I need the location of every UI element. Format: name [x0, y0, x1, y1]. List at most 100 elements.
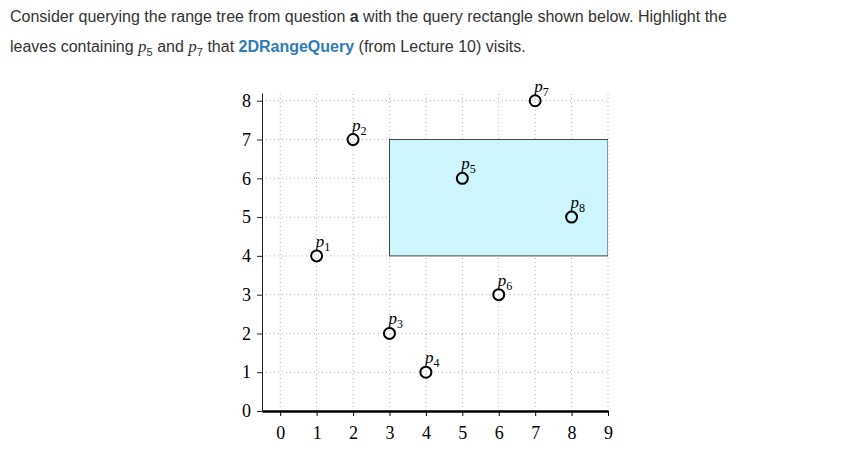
- grid-line-x: [353, 93, 354, 411]
- question: Consider querying the range tree from qu…: [10, 2, 855, 67]
- x-axis: 0 1 2 3 4 5 6 7 8 9: [263, 411, 614, 443]
- x-tick-label: 7: [531, 423, 540, 443]
- point-label: p1: [315, 232, 331, 254]
- y-tick-mark: [257, 333, 262, 334]
- y-tick-label: 5: [242, 207, 251, 227]
- x-tick-mark: [389, 411, 390, 416]
- y-tick-label: 4: [242, 246, 251, 266]
- x-tick: 3: [385, 411, 394, 443]
- question-segment: that: [203, 38, 239, 55]
- x-tick: 0: [276, 411, 285, 443]
- y-tick-mark: [257, 140, 262, 141]
- point-label: p5: [460, 154, 476, 176]
- x-tick: 1: [313, 411, 322, 443]
- x-tick-label: 5: [458, 423, 467, 443]
- y-tick: 2: [242, 324, 262, 344]
- question-segment: and: [153, 38, 189, 55]
- y-tick: 0: [242, 401, 262, 421]
- x-tick-label: 0: [276, 423, 285, 443]
- y-tick-label: 0: [242, 401, 251, 421]
- y-tick-label: 8: [242, 91, 251, 111]
- point-label: p2: [351, 116, 367, 138]
- y-tick: 5: [242, 207, 262, 227]
- question-segment: p5: [138, 38, 153, 55]
- grid: [262, 93, 608, 411]
- x-tick-mark: [499, 411, 500, 416]
- x-tick-mark: [608, 411, 609, 416]
- x-tick-label: 2: [349, 423, 358, 443]
- grid-line-y: [262, 372, 608, 373]
- y-tick: 4: [242, 246, 262, 266]
- question-line: leaves containing p5 and p7 that 2DRange…: [10, 32, 855, 67]
- point-label: p6: [497, 271, 512, 293]
- point-label: p4: [424, 348, 440, 370]
- question-segment: with the query rectangle shown below. Hi…: [359, 8, 727, 25]
- x-tick: 5: [458, 411, 467, 443]
- y-tick-mark: [257, 295, 262, 296]
- x-axis-line: [263, 410, 609, 413]
- y-axis: 0 1 2 3 4 5 6 7 8: [242, 91, 263, 421]
- point: [566, 212, 577, 223]
- point: [311, 250, 322, 261]
- y-tick: 6: [242, 169, 262, 189]
- point-label: p3: [387, 309, 403, 331]
- question-segment: leaves containing: [10, 38, 138, 55]
- point: [348, 134, 359, 145]
- point: [530, 95, 541, 106]
- point-label: p8: [570, 193, 586, 215]
- y-axis-line: [262, 94, 263, 412]
- question-segment: a: [350, 8, 359, 25]
- grid-line-y: [262, 100, 608, 101]
- x-tick: 9: [604, 411, 613, 443]
- grid-line-x: [316, 93, 317, 411]
- x-tick: 7: [531, 411, 540, 443]
- question-segment: (from Lecture 10) visits.: [354, 38, 526, 55]
- y-tick-label: 2: [242, 324, 251, 344]
- grid-line-y: [262, 411, 608, 412]
- question-line: Consider querying the range tree from qu…: [10, 2, 855, 32]
- y-tick-mark: [257, 411, 262, 412]
- point: [493, 289, 504, 300]
- y-tick-label: 6: [242, 169, 251, 189]
- y-tick-label: 7: [242, 130, 251, 150]
- x-tick-label: 3: [385, 423, 394, 443]
- point-label: p7: [533, 77, 549, 99]
- x-tick-mark: [426, 411, 427, 416]
- y-tick-mark: [257, 178, 262, 179]
- x-tick-label: 4: [422, 423, 431, 443]
- y-tick-mark: [257, 101, 262, 102]
- x-tick: 2: [349, 411, 358, 443]
- plot-area: [311, 95, 608, 377]
- x-tick: 8: [568, 411, 577, 443]
- y-tick-mark: [257, 256, 262, 257]
- y-tick: 1: [242, 362, 262, 382]
- x-tick-mark: [535, 411, 536, 416]
- x-tick: 6: [495, 411, 504, 443]
- x-tick-mark: [280, 411, 281, 416]
- x-tick-label: 6: [495, 423, 504, 443]
- x-tick: 4: [422, 411, 431, 443]
- grid-line-y: [262, 294, 608, 295]
- question-segment[interactable]: 2DRangeQuery: [239, 38, 355, 55]
- y-tick-mark: [257, 372, 262, 373]
- y-tick-mark: [257, 217, 262, 218]
- x-tick-mark: [462, 411, 463, 416]
- question-segment: p7: [188, 38, 203, 55]
- x-tick-label: 1: [313, 423, 322, 443]
- x-tick-label: 9: [604, 423, 613, 443]
- y-tick: 3: [242, 285, 262, 305]
- grid-line-x: [280, 93, 281, 411]
- question-segment: Consider querying the range tree from qu…: [10, 8, 350, 25]
- x-tick-label: 8: [568, 423, 577, 443]
- y-tick: 7: [242, 130, 262, 150]
- point-labels: p1 p2 p3 p4 p5 p6 p7 p8: [315, 77, 585, 370]
- y-tick: 8: [242, 91, 262, 111]
- x-tick-mark: [317, 411, 318, 416]
- x-tick-mark: [353, 411, 354, 416]
- query-rectangle: [389, 140, 608, 256]
- y-tick-label: 1: [242, 362, 251, 382]
- y-tick-label: 3: [242, 285, 251, 305]
- x-tick-mark: [572, 411, 573, 416]
- chart: p1 p2 p3 p4 p5 p6 p7 p8 0 1 2 3 4 5 6 7 8 9 0 1 2 3 4 5 6 7 8: [0, 0, 861, 468]
- point: [420, 367, 431, 378]
